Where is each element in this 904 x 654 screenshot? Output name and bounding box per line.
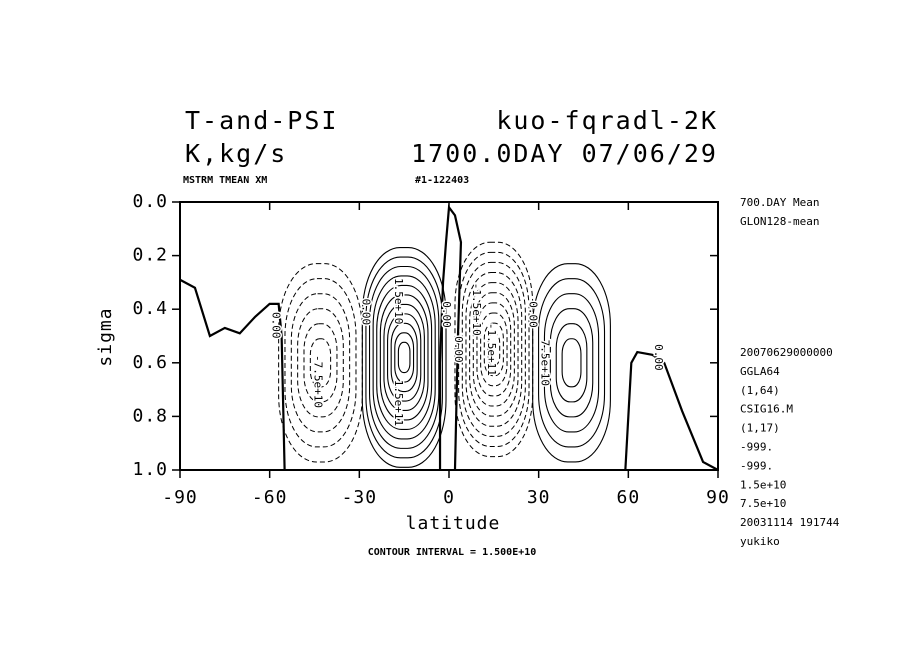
y-tick-label: 0.8 bbox=[132, 405, 168, 426]
side-info: CSIG16.M bbox=[740, 403, 793, 416]
contour-line bbox=[290, 293, 351, 433]
contour-line bbox=[465, 272, 523, 427]
contour-line bbox=[303, 323, 338, 403]
contour-line bbox=[549, 308, 594, 418]
y-tick-label: 0.2 bbox=[132, 245, 168, 266]
x-tick-label: 90 bbox=[706, 487, 730, 508]
contour-label: -1.5e+10 bbox=[470, 283, 483, 336]
contour-line bbox=[379, 294, 429, 421]
y-axis-label: sigma bbox=[95, 307, 116, 366]
plot-frame bbox=[179, 201, 719, 471]
contour-line bbox=[368, 265, 440, 449]
contour-label: 0.00 bbox=[652, 344, 665, 371]
contour-line bbox=[361, 247, 447, 468]
contour-line bbox=[390, 322, 418, 393]
info-mid: #1-122403 bbox=[415, 175, 469, 186]
x-tick-label: 30 bbox=[527, 487, 551, 508]
contour-line bbox=[532, 263, 611, 463]
contour-label: 0.00 bbox=[440, 301, 453, 328]
contour-line bbox=[483, 322, 504, 377]
contour-line bbox=[480, 312, 508, 387]
contour-line bbox=[469, 282, 519, 417]
zero-contour bbox=[624, 350, 719, 471]
side-info: (1,17) bbox=[740, 422, 780, 435]
y-tick-label: 0.4 bbox=[132, 298, 168, 319]
side-info: -999. bbox=[740, 441, 773, 454]
contour-label: -7.5e+10 bbox=[311, 355, 324, 408]
y-tick-label: 0.6 bbox=[132, 352, 168, 373]
contour-line bbox=[561, 338, 582, 388]
contour-line bbox=[461, 261, 526, 437]
contour-label: 0.00 bbox=[452, 336, 465, 363]
side-info: 20031114 191744 bbox=[740, 516, 840, 529]
x-tick-label: 0 bbox=[443, 487, 455, 508]
contour-line bbox=[543, 293, 600, 433]
contour-line bbox=[387, 313, 422, 402]
contour-label: 7.5e+10 bbox=[539, 340, 552, 386]
side-info: (1,64) bbox=[740, 384, 780, 397]
side-info: 1.5e+10 bbox=[740, 478, 786, 491]
subtitle-right: 1700.0DAY 07/06/29 bbox=[411, 139, 718, 168]
contour-line bbox=[538, 278, 606, 448]
contour-line bbox=[372, 275, 436, 440]
side-info: yukiko bbox=[740, 535, 780, 548]
chart-title-right: kuo-fqradl-2K bbox=[496, 106, 718, 135]
x-tick-label: -30 bbox=[342, 487, 378, 508]
contour-label: 0.00 bbox=[270, 312, 283, 339]
contour-line bbox=[309, 338, 332, 388]
contour-line bbox=[365, 256, 443, 459]
contour-line bbox=[472, 292, 515, 407]
side-info: 20070629000000 bbox=[740, 346, 833, 359]
contour-line bbox=[394, 332, 415, 383]
contour-label: 0.00 bbox=[359, 299, 372, 326]
contour-line bbox=[297, 308, 344, 418]
info-left: MSTRM TMEAN XM bbox=[183, 175, 267, 186]
contour-line bbox=[397, 341, 411, 374]
side-info: -999. bbox=[740, 459, 773, 472]
x-tick-label: -60 bbox=[252, 487, 288, 508]
x-tick-label: -90 bbox=[162, 487, 198, 508]
subtitle: K,kg/s bbox=[185, 139, 287, 168]
contour-line bbox=[487, 332, 501, 367]
side-info: 700.DAY Mean bbox=[740, 196, 819, 209]
contour-line bbox=[476, 302, 512, 397]
contour-label: 1.5e+11 bbox=[392, 380, 405, 426]
side-info: 7.5e+10 bbox=[740, 497, 786, 510]
side-info: GLON128-mean bbox=[740, 215, 819, 228]
contour-line bbox=[555, 323, 588, 403]
contour-label: 0.00 bbox=[527, 301, 540, 328]
zero-contour bbox=[179, 278, 286, 471]
footer: CONTOUR INTERVAL = 1.500E+10 bbox=[368, 547, 537, 558]
y-tick-label: 1.0 bbox=[132, 459, 168, 480]
y-tick-label: 0.0 bbox=[132, 191, 168, 212]
x-axis-label: latitude bbox=[406, 513, 501, 534]
x-tick-label: 60 bbox=[616, 487, 640, 508]
contour-label: -1.5e+11 bbox=[485, 323, 498, 376]
contour-line bbox=[376, 284, 433, 430]
chart-title: T-and-PSI bbox=[185, 106, 338, 135]
contour-line bbox=[284, 278, 357, 448]
contour-line bbox=[383, 303, 425, 412]
side-info: GGLA64 bbox=[740, 365, 780, 378]
contour-label: 1.5e+10 bbox=[392, 278, 405, 324]
